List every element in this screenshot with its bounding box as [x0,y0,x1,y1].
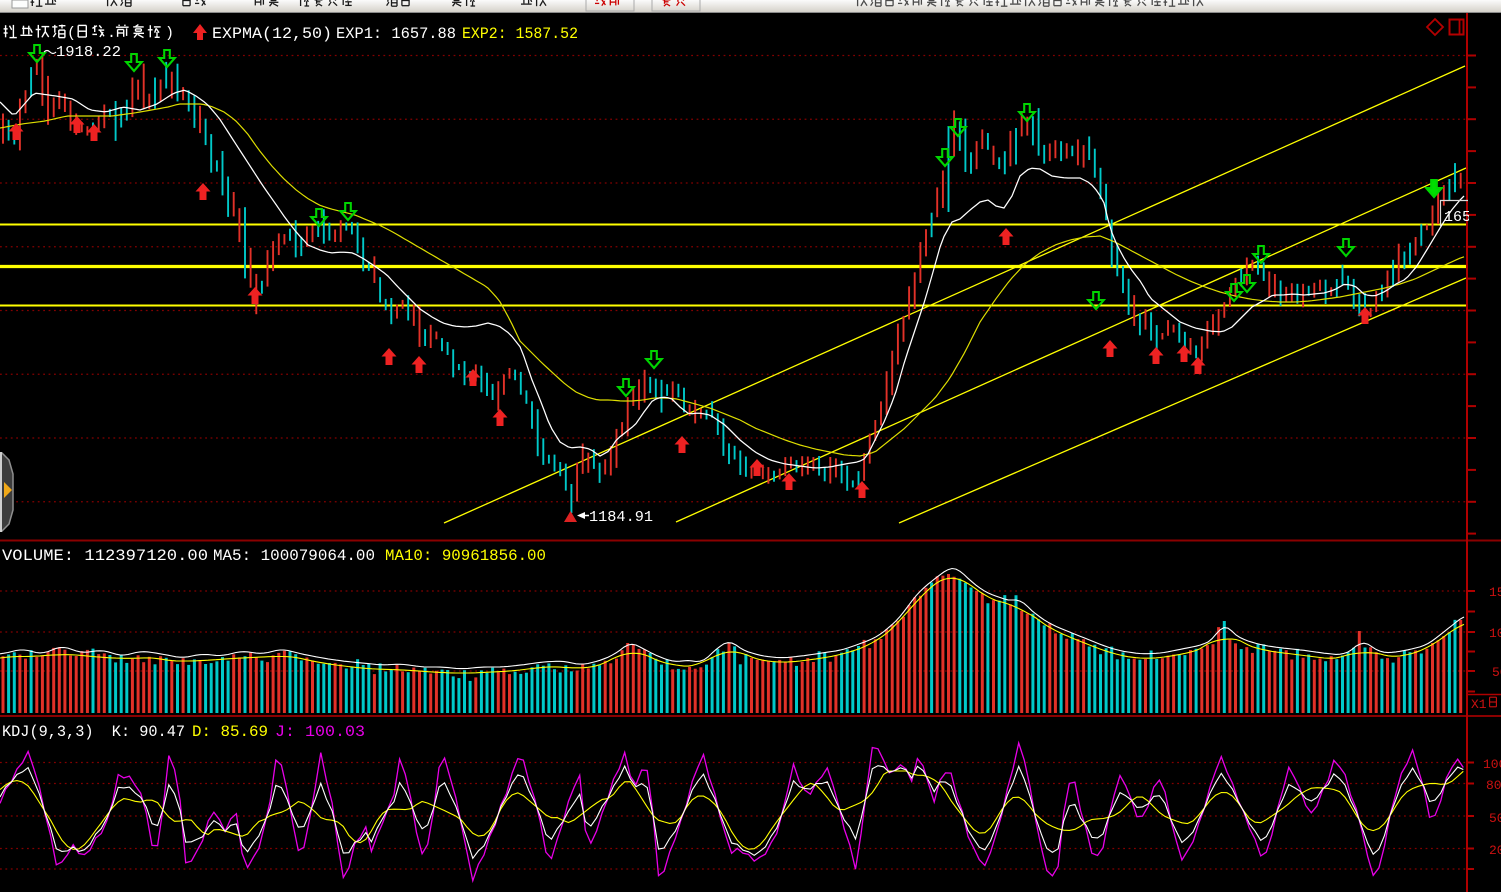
svg-text:20: 20 [1489,843,1501,858]
svg-text:1184.91: 1184.91 [589,509,653,526]
svg-text:EXP2: 1587.52: EXP2: 1587.52 [462,25,578,43]
svg-text:): ) [165,25,174,42]
svg-text:EXPMA(12,50): EXPMA(12,50) [212,25,332,43]
svg-text:J: 100.03: J: 100.03 [275,723,365,741]
svg-text:1918.22: 1918.22 [56,44,121,61]
svg-text:D: 85.69: D: 85.69 [192,723,268,741]
svg-text:10000: 10000 [1489,626,1501,641]
svg-text:15000: 15000 [1489,585,1501,600]
svg-text:50: 50 [1489,811,1501,826]
svg-text:KDJ(9,3,3) K: 90.47: KDJ(9,3,3) K: 90.47 [2,723,185,741]
svg-text:80: 80 [1486,778,1501,793]
svg-text:.: . [107,25,116,42]
svg-text:MA10: 90961856.00: MA10: 90961856.00 [385,547,546,565]
svg-text:MA5: 100079064.00: MA5: 100079064.00 [213,547,375,565]
svg-text:X1: X1 [1471,697,1487,712]
svg-text:100: 100 [1483,757,1501,772]
svg-text:1657: 1657 [1444,209,1480,226]
svg-text:VOLUME: 112397120.00: VOLUME: 112397120.00 [2,547,208,565]
svg-text:EXP1: 1657.88: EXP1: 1657.88 [336,25,456,43]
svg-text:5000: 5000 [1492,665,1501,680]
svg-text:(: ( [67,25,76,42]
